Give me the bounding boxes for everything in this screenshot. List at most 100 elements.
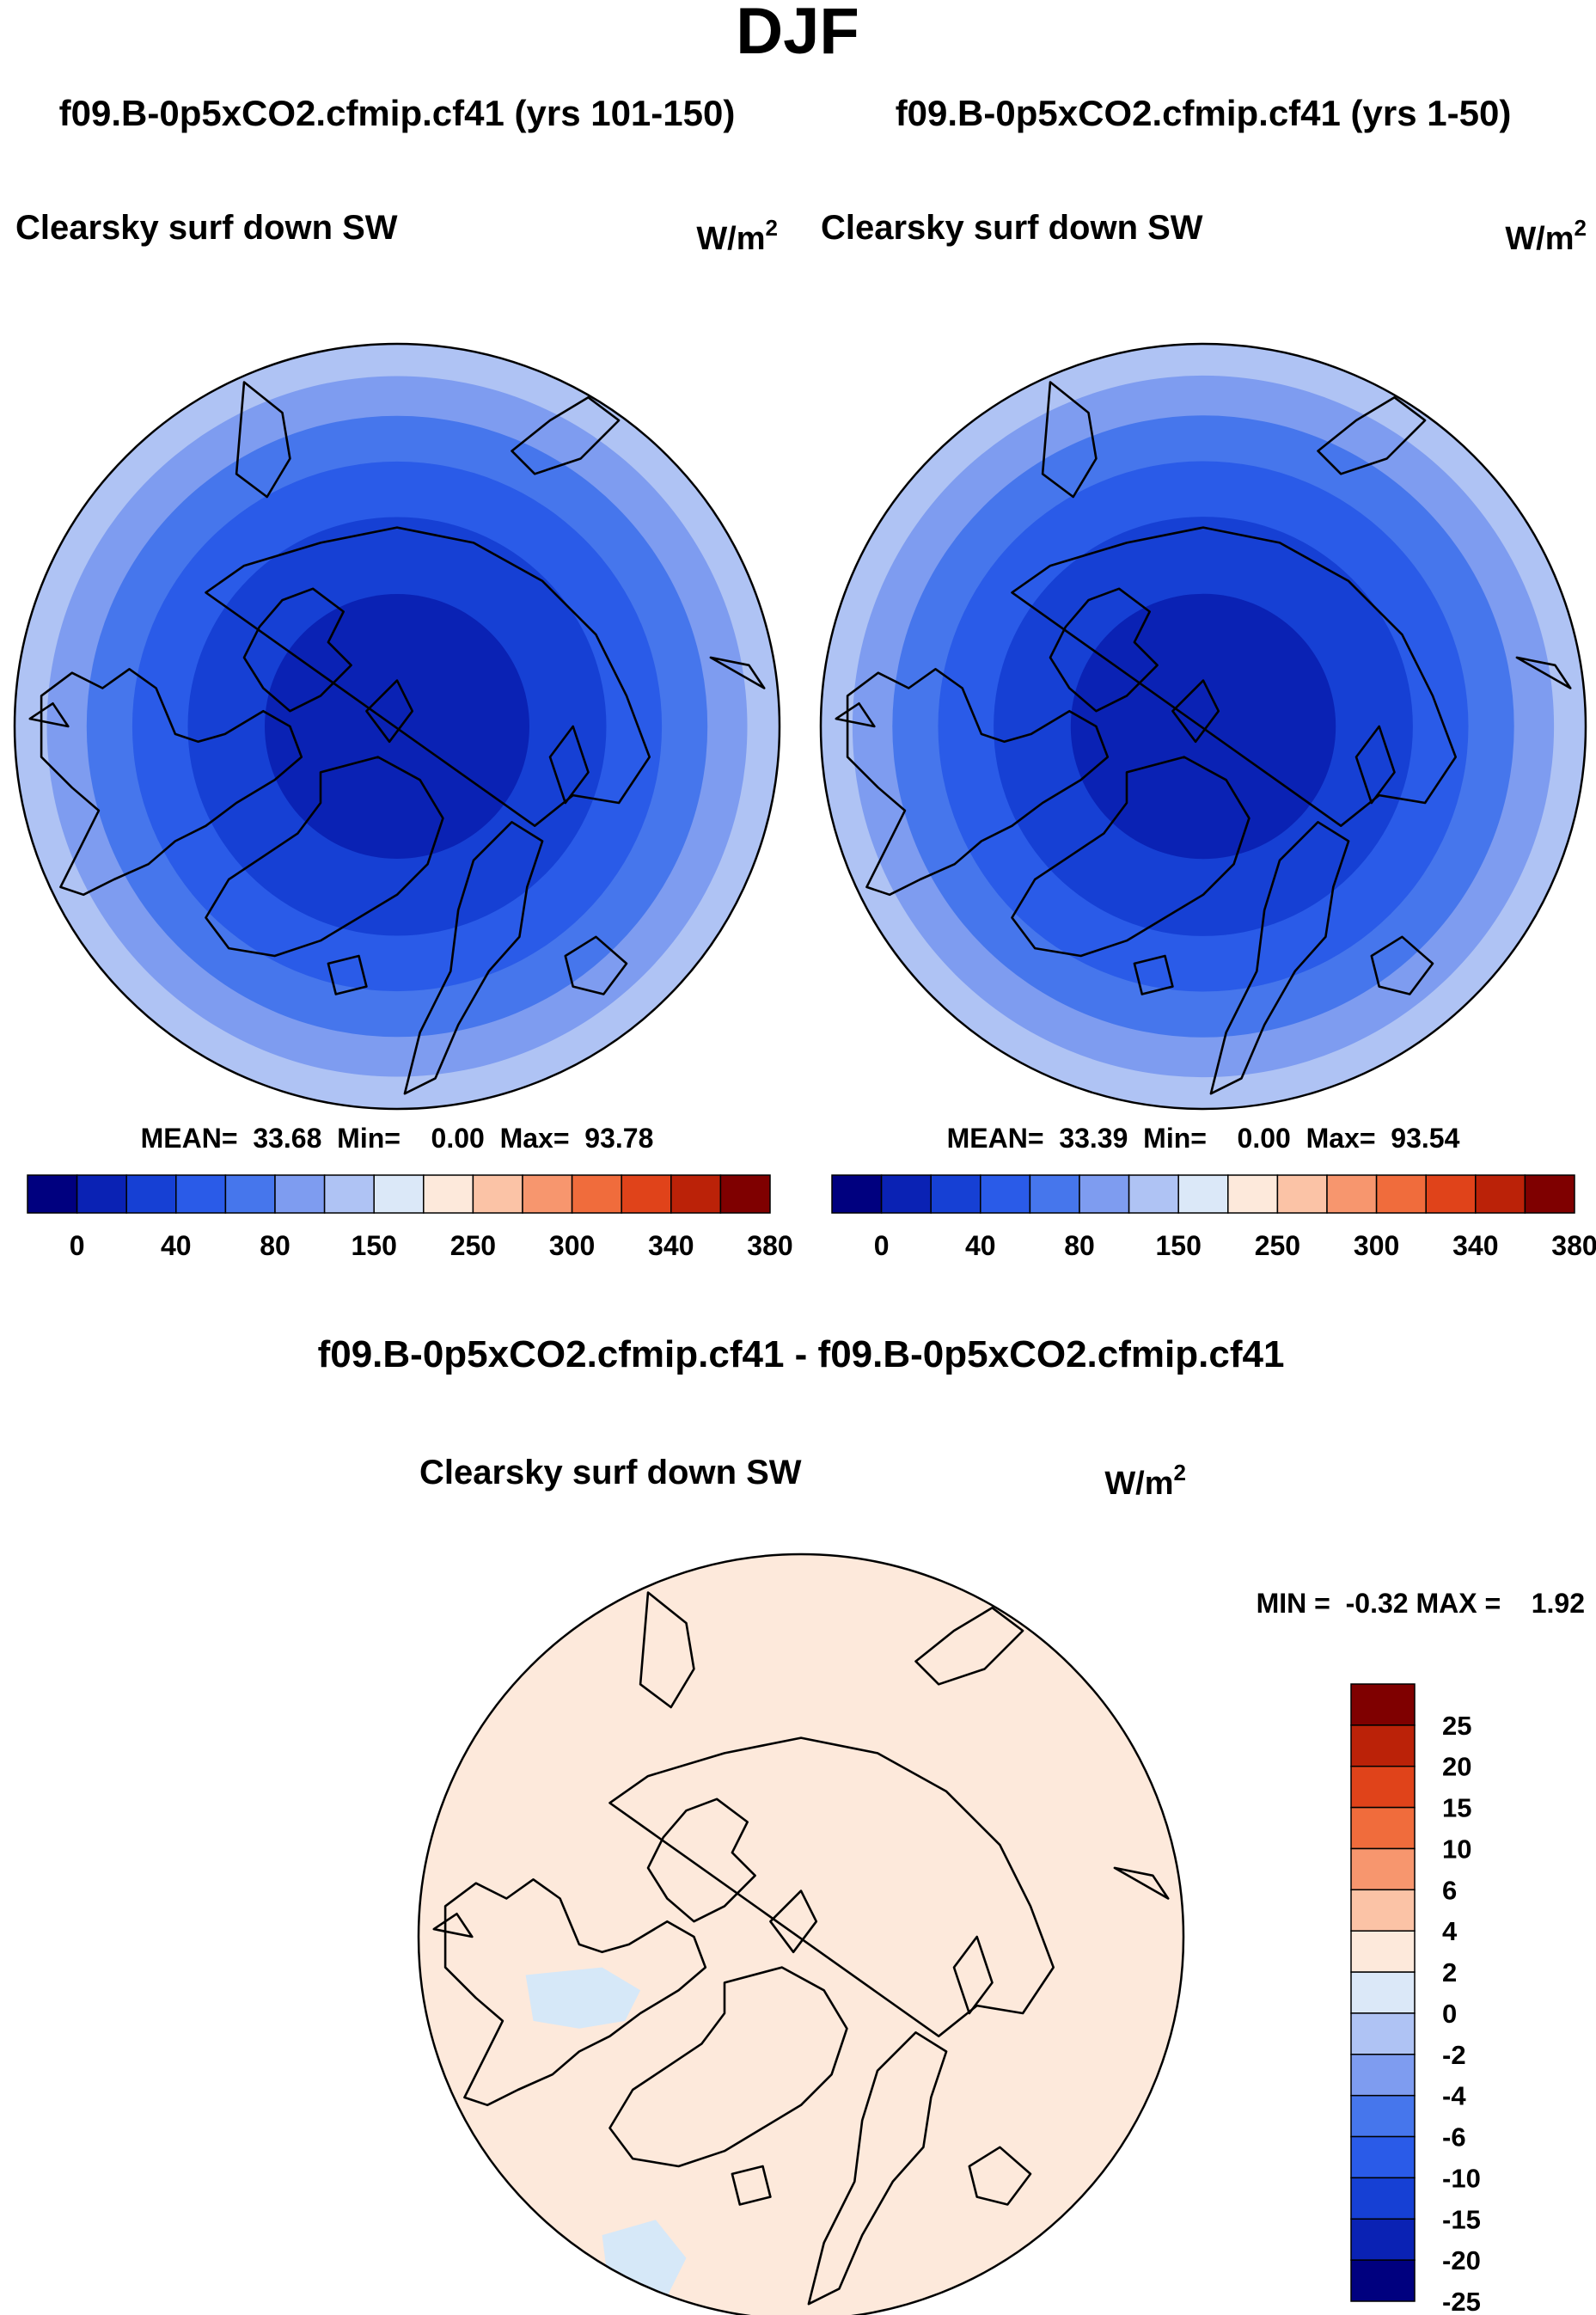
coastline-2 bbox=[646, 1797, 756, 1923]
colorbar-box-2 bbox=[125, 1174, 177, 1214]
coastline-2 bbox=[242, 587, 352, 713]
colorbar-label: 40 bbox=[161, 1230, 192, 1261]
coastline-6 bbox=[1011, 526, 1457, 827]
colorbar-box-11 bbox=[571, 1174, 622, 1214]
map-band-4 bbox=[265, 594, 529, 859]
colorbar-label: -2 bbox=[1442, 2040, 1466, 2070]
colorbar-label: 380 bbox=[747, 1230, 792, 1261]
colorbar-label: -10 bbox=[1442, 2163, 1481, 2193]
colorbar-label: 340 bbox=[1452, 1230, 1498, 1261]
coastline-1 bbox=[1011, 756, 1251, 958]
coastline-10 bbox=[952, 1935, 994, 2015]
colorbar-label: 4 bbox=[1442, 1916, 1458, 1946]
colorbar-box-0 bbox=[831, 1174, 883, 1214]
colorbar-box-8 bbox=[423, 1174, 474, 1214]
colorbar-box-14 bbox=[1524, 1174, 1575, 1214]
panel-3-variable-title: Clearsky surf down SW bbox=[419, 1454, 802, 1491]
coastline-8 bbox=[639, 1591, 695, 1709]
panel-1-variable-title: Clearsky surf down SW bbox=[15, 209, 398, 247]
coastline-6 bbox=[205, 526, 651, 827]
panel-2-variable-title: Clearsky surf down SW bbox=[821, 209, 1203, 247]
colorbar-box-9 bbox=[1276, 1174, 1328, 1214]
coastline-1 bbox=[608, 1966, 848, 2168]
colorbar-box-14 bbox=[1350, 2259, 1416, 2302]
colorbar-box-13 bbox=[1350, 2218, 1416, 2261]
colorbar-box-8 bbox=[1350, 2012, 1416, 2055]
coastline-2 bbox=[1049, 587, 1159, 713]
colorbar-box-13 bbox=[670, 1174, 722, 1214]
colorbar-box-9 bbox=[472, 1174, 523, 1214]
map-border bbox=[417, 1553, 1185, 2315]
coastline-0 bbox=[443, 1878, 707, 2107]
coastline-4 bbox=[1209, 821, 1350, 1095]
panel-1-stats: MEAN= 33.68 Min= 0.00 Max= 93.78 bbox=[141, 1123, 654, 1154]
colorbar-label: 300 bbox=[1354, 1230, 1399, 1261]
coastline-4 bbox=[403, 821, 544, 1095]
colorbar-label: -4 bbox=[1442, 2081, 1466, 2111]
colorbar-box-6 bbox=[1350, 1930, 1416, 1973]
colorbar-box-12 bbox=[1425, 1174, 1477, 1214]
colorbar-box-13 bbox=[1475, 1174, 1526, 1214]
coastline-10 bbox=[548, 725, 590, 805]
colorbar-box-1 bbox=[880, 1174, 932, 1214]
colorbar-box-7 bbox=[373, 1174, 425, 1214]
colorbar-box-7 bbox=[1350, 1971, 1416, 2014]
map-border bbox=[13, 342, 781, 1111]
colorbar-label: 40 bbox=[965, 1230, 996, 1261]
colorbar-label: 300 bbox=[549, 1230, 595, 1261]
colorbar-label: -6 bbox=[1442, 2122, 1466, 2153]
panel-3-map bbox=[417, 1553, 1185, 2315]
colorbar-label: 0 bbox=[70, 1230, 85, 1261]
colorbar-label: 10 bbox=[1442, 1834, 1471, 1865]
colorbar-box-8 bbox=[1227, 1174, 1279, 1214]
colorbar-label: 340 bbox=[648, 1230, 694, 1261]
colorbar-label: 20 bbox=[1442, 1752, 1471, 1782]
coastline-11 bbox=[709, 656, 766, 689]
colorbar-box-6 bbox=[1128, 1174, 1179, 1214]
panel-2-case-title: f09.B-0p5xCO2.cfmip.cf41 (yrs 1-50) bbox=[896, 93, 1512, 133]
colorbar-box-14 bbox=[719, 1174, 771, 1214]
colorbar-box-3 bbox=[1350, 1806, 1416, 1850]
colorbar-label: 80 bbox=[1064, 1230, 1095, 1261]
panel-1-colorbar: 0 40 80 150 250 300 340 380 bbox=[27, 1174, 793, 1261]
colorbar-label: 380 bbox=[1551, 1230, 1596, 1261]
colorbar-box-5 bbox=[274, 1174, 326, 1214]
coastline-0 bbox=[846, 668, 1110, 897]
colorbar-label: 250 bbox=[450, 1230, 496, 1261]
coastline-10 bbox=[1354, 725, 1396, 805]
page-title: DJF bbox=[736, 0, 859, 68]
coastline-9 bbox=[1133, 954, 1174, 995]
panel-1: f09.B-0p5xCO2.cfmip.cf41 (yrs 101-150) C… bbox=[13, 93, 793, 1261]
panel-2: f09.B-0p5xCO2.cfmip.cf41 (yrs 1-50) Clea… bbox=[819, 93, 1596, 1261]
colorbar-label: 25 bbox=[1442, 1711, 1471, 1741]
colorbar-box-6 bbox=[323, 1174, 375, 1214]
coastline-7 bbox=[511, 396, 621, 475]
coastline-5 bbox=[1370, 935, 1434, 995]
colorbar-box-0 bbox=[1350, 1683, 1416, 1726]
coastline-11 bbox=[1113, 1866, 1170, 1900]
coastline-12 bbox=[432, 1913, 474, 1938]
coastline-12 bbox=[28, 702, 70, 728]
colorbar-box-10 bbox=[522, 1174, 573, 1214]
colorbar-label: -20 bbox=[1442, 2245, 1481, 2275]
colorbar-box-12 bbox=[1350, 2177, 1416, 2220]
colorbar-box-5 bbox=[1079, 1174, 1130, 1214]
panel-1-map bbox=[13, 342, 781, 1111]
coastline-9 bbox=[327, 954, 368, 995]
coastline-8 bbox=[1041, 381, 1098, 499]
colorbar-box-4 bbox=[1029, 1174, 1080, 1214]
panel-2-colorbar: 0 40 80 150 250 300 340 380 bbox=[831, 1174, 1596, 1261]
coastline-9 bbox=[731, 2165, 772, 2206]
panel-3-units: W/m2 bbox=[1104, 1460, 1186, 1502]
coastline-0 bbox=[40, 668, 303, 897]
coastline-5 bbox=[968, 2146, 1032, 2206]
colorbar-box-12 bbox=[621, 1174, 672, 1214]
colorbar-box-3 bbox=[175, 1174, 227, 1214]
colorbar-label: 15 bbox=[1442, 1793, 1471, 1823]
colorbar-box-2 bbox=[930, 1174, 981, 1214]
colorbar-label: 6 bbox=[1442, 1875, 1457, 1905]
colorbar-box-1 bbox=[76, 1174, 127, 1214]
colorbar-label: 0 bbox=[874, 1230, 890, 1261]
